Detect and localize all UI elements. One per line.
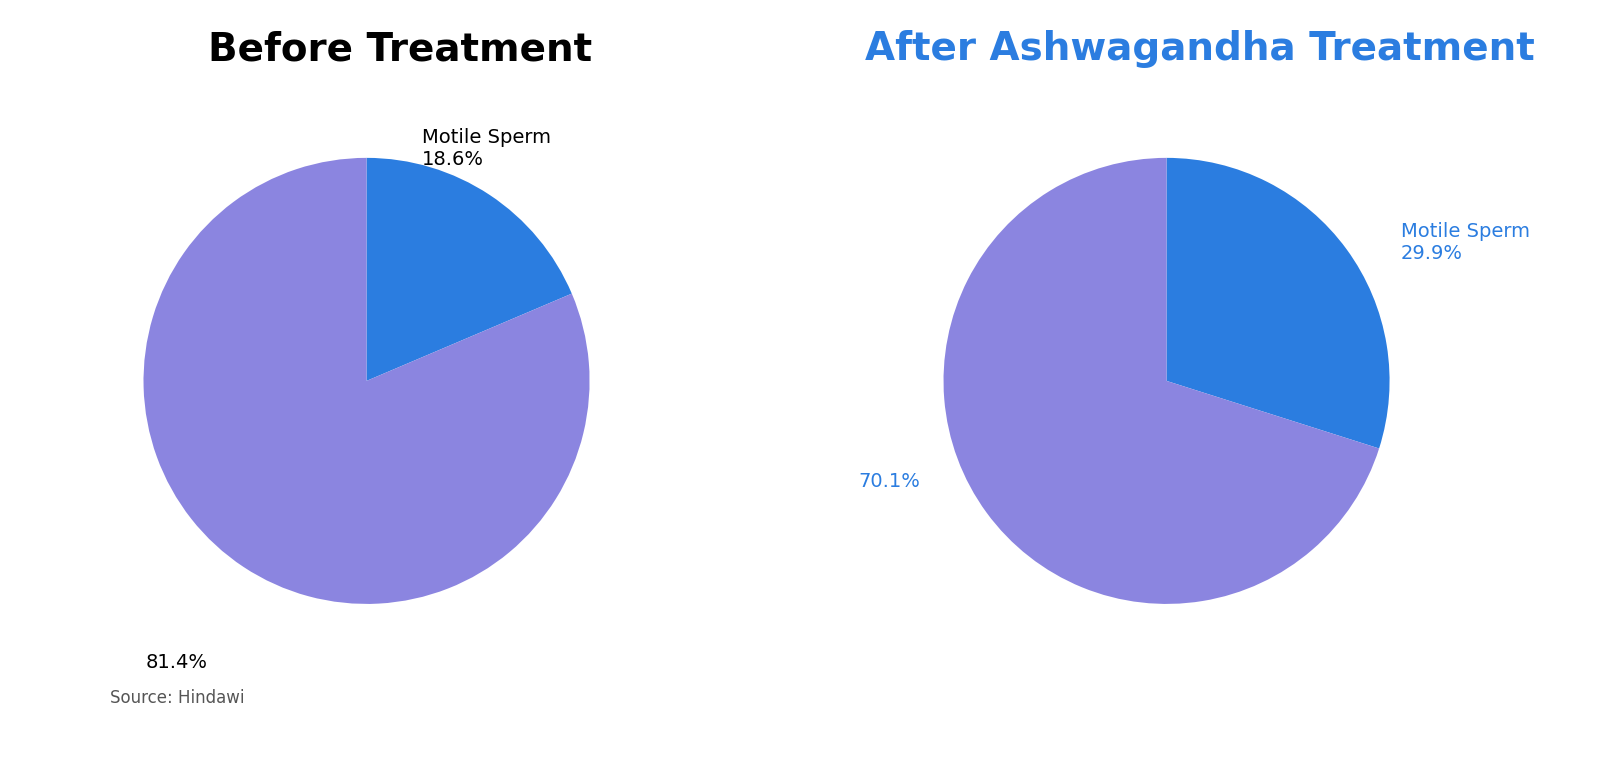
Wedge shape: [944, 158, 1379, 604]
Text: 70.1%: 70.1%: [859, 472, 920, 491]
Text: Motile Sperm
29.9%: Motile Sperm 29.9%: [1400, 222, 1530, 263]
Title: After Ashwagandha Treatment: After Ashwagandha Treatment: [866, 31, 1534, 68]
Wedge shape: [1166, 158, 1389, 449]
Wedge shape: [144, 158, 589, 604]
Wedge shape: [366, 158, 571, 381]
Text: Source: Hindawi: Source: Hindawi: [110, 689, 245, 707]
Title: Before Treatment: Before Treatment: [208, 31, 592, 68]
Text: Motile Sperm
18.6%: Motile Sperm 18.6%: [422, 128, 552, 169]
Text: 81.4%: 81.4%: [146, 653, 208, 672]
